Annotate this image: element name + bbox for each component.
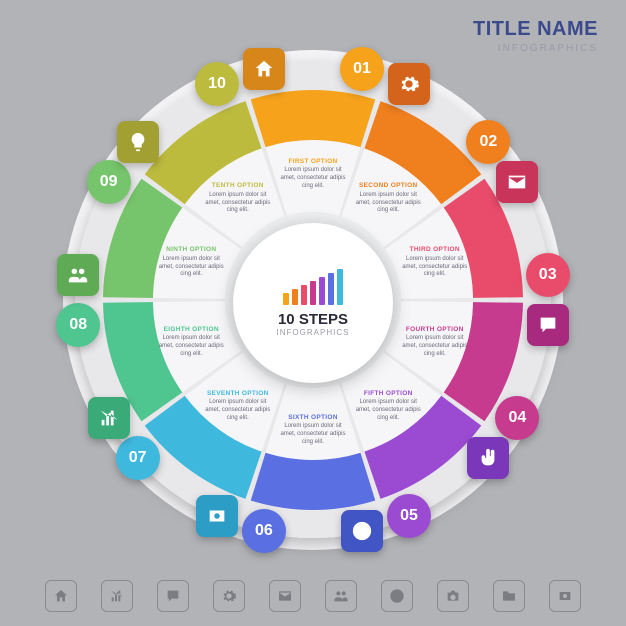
number-badge-08: 08	[56, 303, 100, 347]
money-icon	[196, 495, 238, 537]
footer-home-icon[interactable]	[45, 580, 77, 612]
number-badge-05: 05	[387, 494, 431, 538]
mail-icon	[496, 161, 538, 203]
wheel-infographic: 10 STEPS INFOGRAPHICS 01 FIRST OPTIONLore…	[53, 40, 573, 565]
footer-clock-icon[interactable]	[381, 580, 413, 612]
footer-growth-icon[interactable]	[101, 580, 133, 612]
segment-06-outer	[251, 453, 376, 510]
footer-mail-icon[interactable]	[269, 580, 301, 612]
segment-09-label: NINTH OPTIONLorem ipsum dolor sit amet, …	[156, 246, 226, 279]
gear-icon	[388, 63, 430, 105]
clock-icon	[341, 510, 383, 552]
bulb-icon	[117, 121, 159, 163]
footer-icon-row	[0, 580, 626, 612]
segment-04-label: FOURTH OPTIONLorem ipsum dolor sit amet,…	[400, 326, 470, 359]
number-badge-03: 03	[526, 253, 570, 297]
footer-money-icon[interactable]	[549, 580, 581, 612]
steps-label: 10 STEPS	[278, 311, 348, 328]
page-title: TITLE NAME	[473, 18, 598, 41]
footer-chat-icon[interactable]	[157, 580, 189, 612]
steps-sublabel: INFOGRAPHICS	[277, 328, 350, 337]
segment-03-label: THIRD OPTIONLorem ipsum dolor sit amet, …	[400, 246, 470, 279]
segment-01-outer	[251, 90, 376, 147]
segment-05-label: FIFTH OPTIONLorem ipsum dolor sit amet, …	[353, 390, 423, 423]
people-icon	[57, 254, 99, 296]
footer-gear-icon[interactable]	[213, 580, 245, 612]
center-hub: 10 STEPS INFOGRAPHICS	[233, 223, 393, 383]
bar-chart-icon	[283, 269, 343, 305]
segment-01-label: FIRST OPTIONLorem ipsum dolor sit amet, …	[278, 158, 348, 191]
segment-07-label: SEVENTH OPTIONLorem ipsum dolor sit amet…	[203, 390, 273, 423]
number-badge-07: 07	[116, 436, 160, 480]
footer-folder-icon[interactable]	[493, 580, 525, 612]
number-badge-01: 01	[340, 47, 384, 91]
segment-06-label: SIXTH OPTIONLorem ipsum dolor sit amet, …	[278, 414, 348, 447]
hand-icon	[467, 437, 509, 479]
segment-02-label: SECOND OPTIONLorem ipsum dolor sit amet,…	[353, 182, 423, 215]
home-icon	[243, 48, 285, 90]
chat-icon	[527, 304, 569, 346]
segment-08-label: EIGHTH OPTIONLorem ipsum dolor sit amet,…	[156, 326, 226, 359]
growth-icon	[88, 397, 130, 439]
footer-camera-icon[interactable]	[437, 580, 469, 612]
segment-10-label: TENTH OPTIONLorem ipsum dolor sit amet, …	[203, 182, 273, 215]
footer-people-icon[interactable]	[325, 580, 357, 612]
number-badge-09: 09	[87, 160, 131, 204]
number-badge-06: 06	[242, 509, 286, 553]
